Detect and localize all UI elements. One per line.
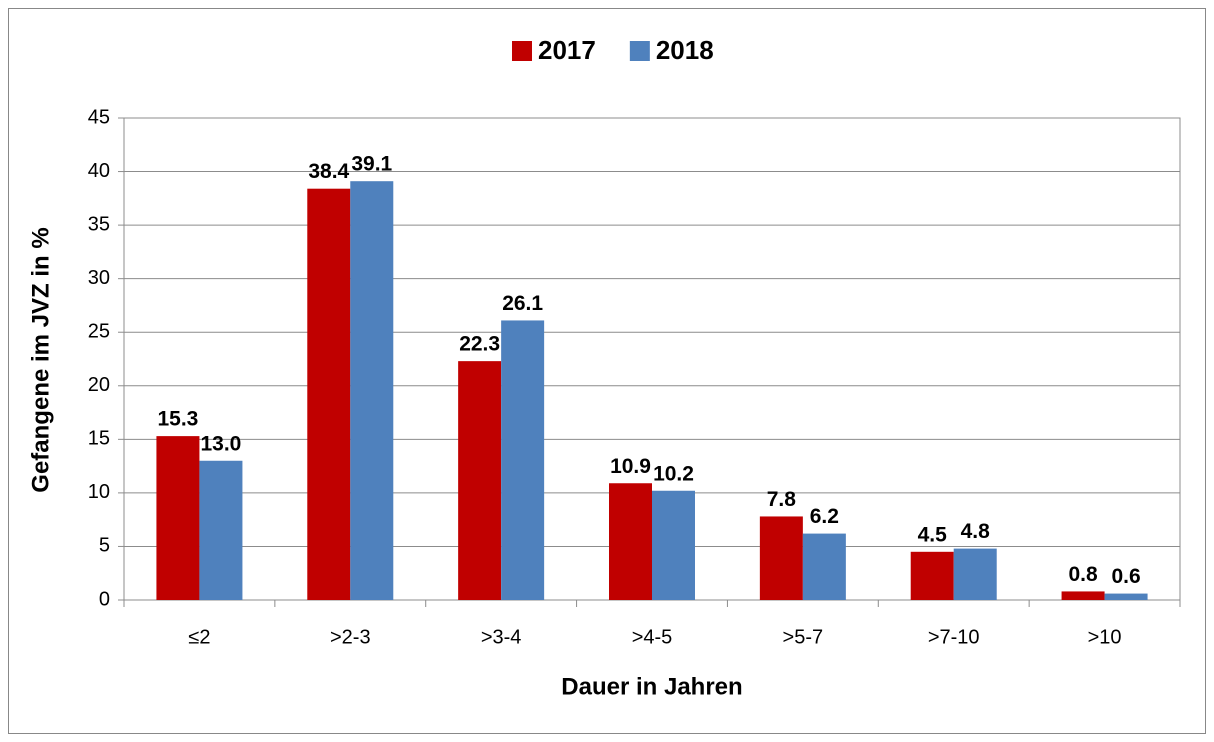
x-tick-label: >2-3 (330, 626, 371, 648)
y-tick-label: 10 (88, 481, 110, 503)
data-label: 22.3 (459, 333, 500, 356)
bar (1104, 593, 1148, 600)
data-label: 10.2 (653, 462, 694, 485)
x-tick-label: >3-4 (481, 626, 522, 648)
bar (802, 533, 846, 600)
y-tick-label: 20 (88, 374, 110, 396)
y-tick-label: 0 (99, 588, 110, 610)
legend-swatch (512, 41, 532, 61)
data-label: 4.8 (961, 520, 991, 543)
bar (458, 361, 502, 600)
data-label: 6.2 (810, 505, 839, 528)
y-tick-label: 15 (88, 428, 110, 450)
data-label: 10.9 (610, 455, 651, 478)
data-label: 15.3 (157, 408, 198, 431)
bar (199, 460, 243, 600)
data-label: 0.6 (1111, 565, 1140, 588)
y-tick-label: 45 (88, 106, 110, 128)
y-axis-title: Gefangene im JVZ in % (27, 227, 54, 492)
bar (156, 436, 200, 600)
x-tick-label: >10 (1088, 626, 1122, 648)
y-tick-label: 40 (88, 160, 110, 182)
y-tick-label: 25 (88, 321, 110, 343)
bar (350, 181, 394, 600)
bar (953, 548, 997, 600)
data-label: 13.0 (200, 432, 241, 455)
legend-swatch (629, 41, 650, 61)
bar (759, 516, 803, 600)
data-label: 26.1 (502, 292, 543, 315)
x-axis-title: Dauer in Jahren (561, 673, 742, 700)
x-tick-label: ≤2 (188, 626, 210, 648)
bar (609, 483, 652, 600)
data-label: 7.8 (767, 488, 797, 511)
y-tick-label: 5 (99, 535, 110, 557)
y-tick-label: 35 (88, 213, 110, 235)
data-label: 4.5 (918, 523, 948, 546)
chart-border (8, 8, 1206, 734)
x-tick-label: >4-5 (632, 626, 673, 648)
y-tick-label: 30 (88, 267, 110, 289)
legend-label: 2017 (538, 35, 596, 65)
bar (307, 188, 351, 600)
data-label: 38.4 (308, 160, 349, 183)
bar (1061, 591, 1105, 600)
data-label: 0.8 (1068, 563, 1098, 586)
data-label: 39.1 (351, 153, 392, 176)
bar (652, 490, 695, 600)
x-tick-label: >5-7 (783, 626, 824, 648)
bar (501, 320, 545, 600)
bar (910, 551, 954, 600)
legend-label: 2018 (656, 35, 714, 65)
x-tick-label: >7-10 (928, 626, 980, 648)
